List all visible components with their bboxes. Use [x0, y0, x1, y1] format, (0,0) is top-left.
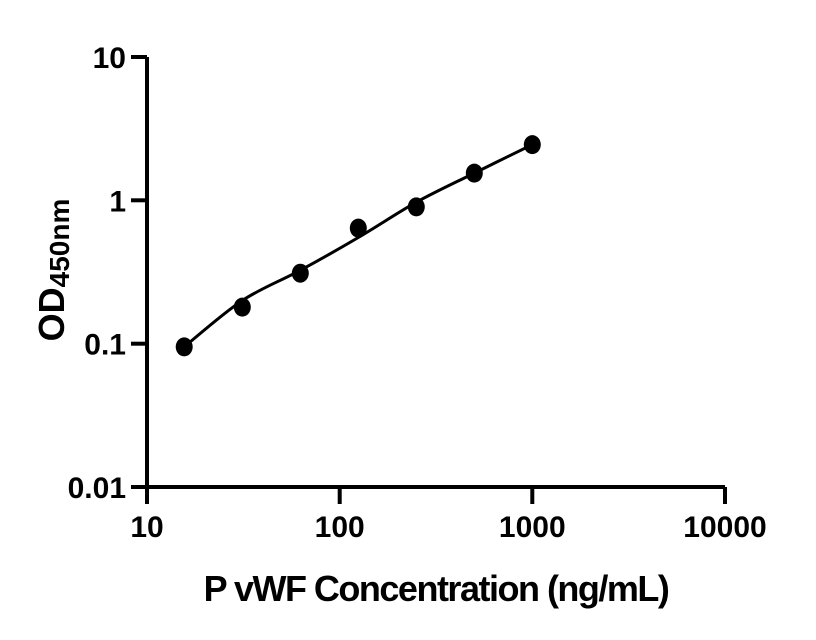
data-points-group [175, 135, 541, 357]
data-point [407, 197, 425, 217]
x-tick-label: 10000 [683, 511, 766, 544]
data-point [349, 218, 367, 238]
y-tick-label: 0.1 [84, 329, 126, 362]
data-point [465, 163, 483, 183]
data-point [233, 297, 251, 317]
y-tick-label: 1 [109, 185, 126, 218]
y-tick-label: 0.01 [68, 472, 126, 505]
axis-spines [145, 57, 725, 489]
y-axis-title-main: OD [31, 287, 72, 341]
x-tick-label: 10 [130, 511, 163, 544]
data-point [175, 337, 193, 357]
y-axis-title-subscript: 450nm [44, 199, 75, 288]
axes [131, 55, 727, 504]
y-tick-label: 10 [93, 42, 126, 75]
data-point [291, 263, 309, 283]
x-axis-title: P vWF Concentration (ng/mL) [204, 568, 669, 609]
x-tick-label: 100 [315, 511, 365, 544]
x-tick-label: 1000 [499, 511, 566, 544]
y-axis-title: OD450nm [31, 199, 75, 342]
data-point [523, 135, 541, 155]
